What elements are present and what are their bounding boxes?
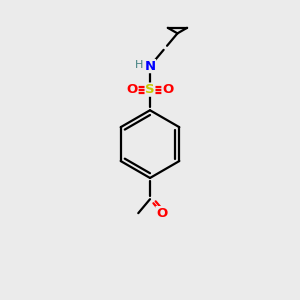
Text: O: O [156, 207, 167, 220]
Text: H: H [135, 61, 143, 70]
Text: S: S [145, 83, 155, 96]
Text: N: N [144, 60, 156, 73]
Text: O: O [162, 83, 173, 96]
Text: O: O [127, 83, 138, 96]
